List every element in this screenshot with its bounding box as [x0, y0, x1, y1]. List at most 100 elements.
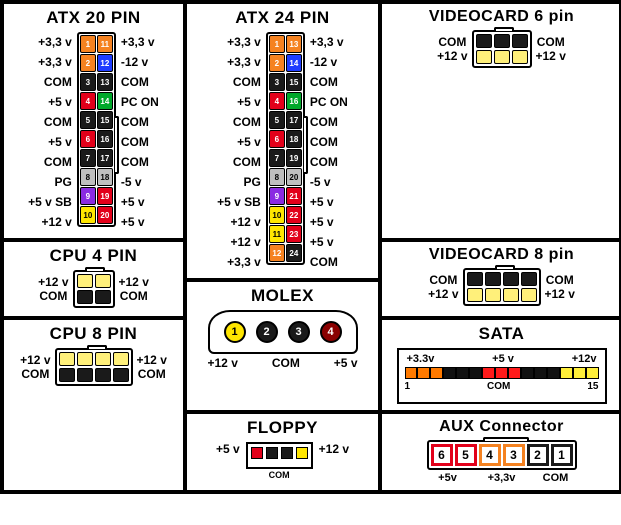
floppy-pin	[266, 447, 278, 459]
pin	[95, 368, 111, 382]
molex-pin: 2	[256, 321, 278, 343]
pin-label: +5 v	[118, 212, 162, 232]
pin: 18	[286, 130, 302, 148]
pin-label: +12 v	[214, 212, 264, 232]
pin	[485, 288, 501, 302]
side-label: +12 vCOM	[119, 275, 149, 303]
pin-label: COM	[118, 112, 162, 132]
vga6-title: VIDEOCARD 6 pin	[429, 8, 574, 26]
panel-molex: MOLEX 1234 +12 v COM +5 v	[185, 280, 380, 412]
molex-lab-right: +5 v	[334, 356, 358, 370]
pin: 6	[269, 130, 285, 148]
pin	[95, 352, 111, 366]
pin: 11	[97, 35, 113, 53]
sata-pin	[495, 367, 508, 379]
connector-clip	[494, 27, 514, 31]
pin: 7	[269, 149, 285, 167]
pin: 1	[80, 35, 96, 53]
pin: 19	[286, 149, 302, 167]
connector-clip	[495, 265, 515, 269]
floppy-lab-mid: COM	[246, 470, 313, 480]
pin-label: COM	[25, 72, 75, 92]
pin	[59, 352, 75, 366]
molex-pin: 3	[288, 321, 310, 343]
cpu4-title: CPU 4 PIN	[50, 246, 138, 266]
pin-label: COM	[307, 112, 351, 132]
connector-clip	[304, 116, 308, 174]
aux-pin: 2	[527, 444, 549, 466]
panel-vga6: VIDEOCARD 6 pin COM+12 vCOM+12 v	[380, 2, 621, 240]
atx20-body: +3,3 v+3,3 vCOM+5 vCOM+5 vCOMPG+5 v SB+1…	[25, 32, 162, 232]
pin-label: PG	[214, 172, 264, 192]
pin: 20	[97, 206, 113, 224]
pin-label: PC ON	[307, 92, 351, 112]
pin	[113, 352, 129, 366]
sata-pin	[456, 367, 469, 379]
pin-label: COM	[118, 72, 162, 92]
connector-clip	[115, 116, 119, 174]
pin: 1	[269, 35, 285, 53]
sata-bot-right: 15	[587, 381, 598, 392]
pin: 17	[97, 149, 113, 167]
pin	[95, 290, 111, 304]
molex-labels: +12 v COM +5 v	[208, 356, 358, 370]
sata-top-1: +5 v	[492, 353, 514, 365]
sata-pin	[534, 367, 547, 379]
pin	[77, 368, 93, 382]
pin-label: +3,3 v	[214, 252, 264, 272]
sata-pin	[430, 367, 443, 379]
pin	[512, 34, 528, 48]
pinout-sheet: ATX 20 PIN +3,3 v+3,3 vCOM+5 vCOM+5 vCOM…	[0, 0, 621, 494]
sata-pin	[443, 367, 456, 379]
side-label: +12 vCOM	[20, 353, 50, 381]
pin-label: +12 v	[214, 232, 264, 252]
pin-frame: 1234567891011121314151617181920	[77, 32, 116, 227]
pin-label: +5 v	[214, 132, 264, 152]
pin: 2	[269, 54, 285, 72]
side-label: COM+12 v	[437, 35, 467, 63]
pin-label: +5 v	[214, 92, 264, 112]
pin-frame: 123456789101112131415161718192021222324	[266, 32, 305, 265]
pin	[59, 368, 75, 382]
pin: 21	[286, 187, 302, 205]
pin-label: PC ON	[118, 92, 162, 112]
atx20-title: ATX 20 PIN	[46, 8, 140, 28]
molex-pin: 1	[224, 321, 246, 343]
sata-title: SATA	[479, 324, 525, 344]
pin	[467, 272, 483, 286]
connector-shell	[55, 348, 133, 386]
pin: 2	[80, 54, 96, 72]
sata-pin	[508, 367, 521, 379]
pin-label: +3,3 v	[307, 32, 351, 52]
floppy-pin	[296, 447, 308, 459]
panel-cpu4: CPU 4 PIN +12 vCOM+12 vCOM	[2, 240, 185, 318]
pin	[77, 290, 93, 304]
connector-shell	[472, 30, 532, 68]
pin: 18	[97, 168, 113, 186]
pin: 5	[269, 111, 285, 129]
pin	[77, 352, 93, 366]
pin: 9	[80, 187, 96, 205]
cpu8-title: CPU 8 PIN	[50, 324, 138, 344]
pin-label: COM	[214, 152, 264, 172]
connector-shell	[73, 270, 115, 308]
pin	[113, 368, 129, 382]
pin: 22	[286, 206, 302, 224]
molex-pin: 4	[320, 321, 342, 343]
floppy-title: FLOPPY	[247, 418, 318, 438]
pin-label: +3,3 v	[214, 52, 264, 72]
floppy-shell	[246, 442, 313, 469]
sata-top-2: +12v	[572, 353, 597, 365]
pin: 8	[269, 168, 285, 186]
pin-label: COM	[214, 112, 264, 132]
pin-label: PG	[25, 172, 75, 192]
sata-pin	[482, 367, 495, 379]
molex-lab-left: +12 v	[208, 356, 238, 370]
pin: 14	[286, 54, 302, 72]
pin	[503, 272, 519, 286]
pin-label: +5 v	[307, 232, 351, 252]
sata-pin	[417, 367, 430, 379]
atx24-body: +3,3 v+3,3 vCOM+5 vCOM+5 vCOMPG+5 v SB+1…	[214, 32, 351, 272]
atx24-title: ATX 24 PIN	[235, 8, 329, 28]
pin-label: -12 v	[307, 52, 351, 72]
